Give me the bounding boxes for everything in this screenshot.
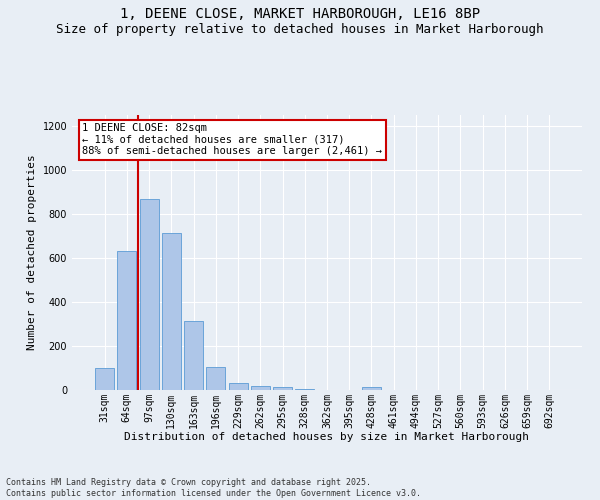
Y-axis label: Number of detached properties: Number of detached properties xyxy=(27,154,37,350)
Text: Distribution of detached houses by size in Market Harborough: Distribution of detached houses by size … xyxy=(125,432,530,442)
Bar xyxy=(184,320,203,390)
Text: Contains HM Land Registry data © Crown copyright and database right 2025.
Contai: Contains HM Land Registry data © Crown c… xyxy=(6,478,421,498)
Bar xyxy=(162,232,181,390)
Bar xyxy=(140,198,158,390)
Text: 1 DEENE CLOSE: 82sqm
← 11% of detached houses are smaller (317)
88% of semi-deta: 1 DEENE CLOSE: 82sqm ← 11% of detached h… xyxy=(82,123,382,156)
Bar xyxy=(206,367,225,390)
Bar xyxy=(95,368,114,390)
Bar xyxy=(362,387,381,390)
Bar xyxy=(229,382,248,390)
Bar xyxy=(273,387,292,390)
Bar xyxy=(251,386,270,390)
Bar xyxy=(118,252,136,390)
Text: 1, DEENE CLOSE, MARKET HARBOROUGH, LE16 8BP: 1, DEENE CLOSE, MARKET HARBOROUGH, LE16 … xyxy=(120,8,480,22)
Text: Size of property relative to detached houses in Market Harborough: Size of property relative to detached ho… xyxy=(56,22,544,36)
Bar xyxy=(295,389,314,390)
